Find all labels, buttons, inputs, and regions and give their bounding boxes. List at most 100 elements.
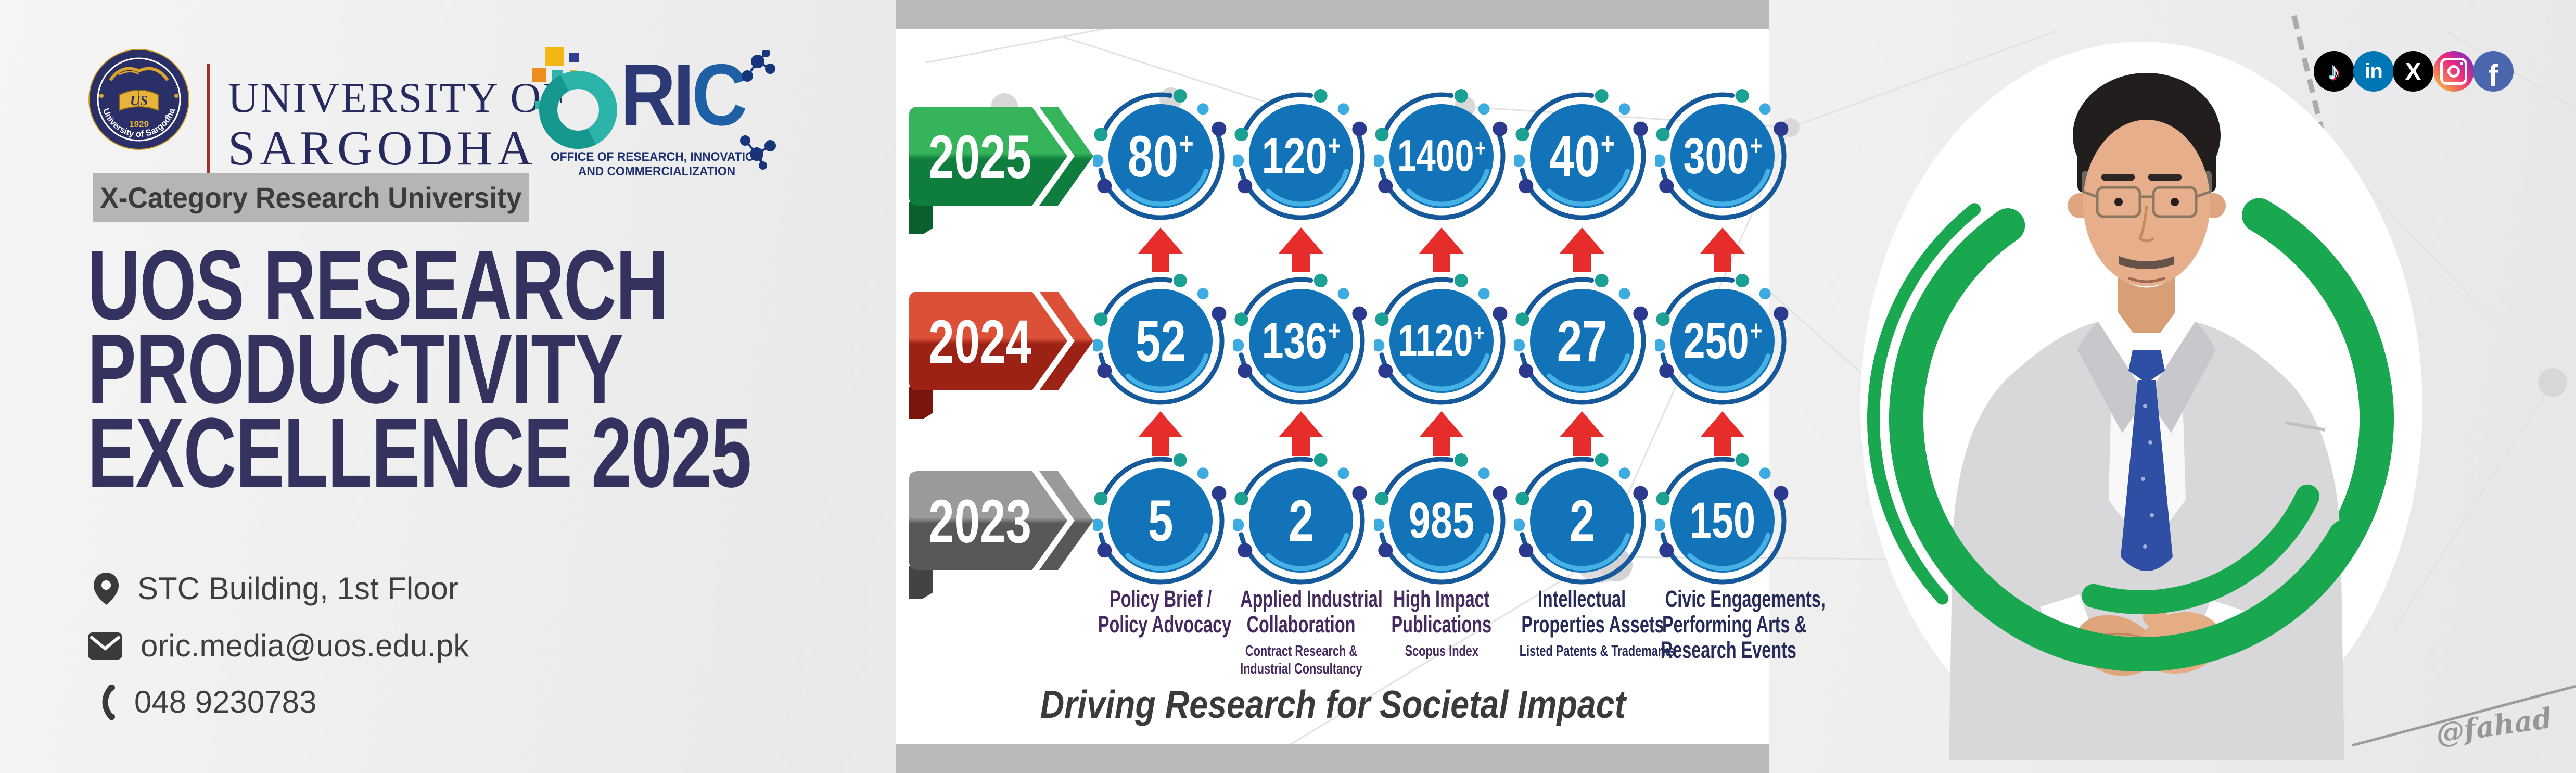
phone-icon bbox=[102, 684, 115, 720]
growth-arrow-up-icon bbox=[1559, 227, 1605, 275]
stat-value: 27 bbox=[1557, 308, 1608, 374]
tiktok-icon[interactable]: ♪ bbox=[2314, 51, 2354, 92]
stat-circle: 1120 + bbox=[1372, 273, 1509, 409]
stat-value: 52 bbox=[1135, 308, 1186, 374]
growth-arrow-up-icon bbox=[1418, 227, 1465, 275]
seal-monogram: US bbox=[130, 93, 148, 108]
oric-logo: RIC OFFICE OF RESEARCH, INNOVATION AND C… bbox=[529, 46, 787, 179]
category-label: Applied Industrial Collaboration Contract … bbox=[1240, 586, 1383, 677]
banner-chevron-icon bbox=[1039, 292, 1093, 390]
pixel-square-icon bbox=[569, 53, 579, 62]
university-name: UNIVERSITY OF SARGODHA bbox=[228, 74, 568, 175]
green-ring-front bbox=[1889, 167, 2394, 671]
stat-value: 985 bbox=[1408, 492, 1475, 549]
pixel-square-icon bbox=[545, 47, 564, 66]
banner-tail bbox=[909, 202, 933, 240]
face bbox=[2083, 120, 2210, 286]
stat-circle: 80 + bbox=[1091, 88, 1228, 224]
stat-circle: 300 + bbox=[1653, 88, 1790, 224]
title-line2: PRODUCTIVITY bbox=[87, 314, 623, 424]
contact-email: oric.media@uos.edu.pk bbox=[141, 628, 469, 663]
stat-value: 40 + bbox=[1549, 123, 1615, 189]
year-label: 2024 bbox=[928, 308, 1031, 376]
growth-arrow-up-icon bbox=[1278, 227, 1324, 275]
pixel-square-icon bbox=[532, 68, 546, 82]
growth-arrow-up-icon bbox=[1137, 411, 1184, 459]
divider-line bbox=[207, 64, 210, 181]
year-label: 2025 bbox=[928, 123, 1031, 192]
envelope-icon bbox=[88, 632, 122, 660]
tagline: Driving Research for Societal Impact bbox=[1040, 682, 1626, 726]
title-line1: UOS RESEARCH bbox=[87, 230, 668, 340]
stat-value: 5 bbox=[1147, 488, 1174, 553]
growth-arrow-up-icon bbox=[1418, 411, 1465, 459]
stat-circle: 5 bbox=[1091, 453, 1228, 588]
category-label: Civic Engagements, Performing Arts & Resea… bbox=[1660, 586, 1826, 663]
stat-value: 1400 + bbox=[1397, 131, 1486, 181]
molecule-icon bbox=[742, 50, 775, 82]
year-banner-2024: 2024 bbox=[903, 263, 1101, 425]
contact-address: STC Building, 1st Floor bbox=[137, 571, 458, 606]
stat-value: 136 + bbox=[1261, 312, 1341, 369]
oric-department-name: OFFICE OF RESEARCH, INNOVATION AND COMME… bbox=[550, 150, 763, 179]
lapel bbox=[2147, 322, 2216, 433]
stat-circle: 2 bbox=[1231, 453, 1369, 588]
banner-body bbox=[909, 292, 1067, 390]
stat-circle: 985 bbox=[1372, 453, 1509, 588]
growth-arrow-up-icon bbox=[1699, 411, 1746, 459]
stat-circle: 150 bbox=[1653, 453, 1790, 588]
contact-email-row: oric.media@uos.edu.pk bbox=[87, 628, 469, 664]
stat-circle: 1400 + bbox=[1372, 88, 1509, 224]
stat-value: 150 bbox=[1689, 492, 1756, 549]
growth-arrow-up-icon bbox=[1699, 227, 1746, 275]
stat-circle: 27 bbox=[1512, 273, 1650, 409]
facebook-icon[interactable]: f bbox=[2473, 51, 2514, 92]
banner-body bbox=[909, 471, 1067, 570]
stat-value: 1120 + bbox=[1398, 316, 1485, 365]
category-label: High Impact Publications Scopus Index bbox=[1391, 586, 1492, 660]
category-label: Intellectual Properties Assets Listed Pate… bbox=[1519, 586, 1675, 660]
tie bbox=[2121, 380, 2173, 571]
x-twitter-icon[interactable]: X bbox=[2393, 51, 2433, 92]
bottom-gray-strip bbox=[896, 744, 1769, 773]
stat-circle: 2 bbox=[1512, 453, 1650, 588]
university-seal-logo: US 1929 University of Sargodha bbox=[88, 49, 189, 150]
growth-arrow-up-icon bbox=[1137, 227, 1184, 275]
stat-circle: 52 bbox=[1091, 273, 1228, 409]
stat-value: 80 + bbox=[1127, 123, 1194, 189]
university-name-line1: UNIVERSITY OF bbox=[228, 74, 568, 121]
banner-chevron-icon bbox=[1039, 107, 1093, 206]
x-category-badge: X-Category Research University bbox=[93, 173, 529, 222]
director-portrait-photo bbox=[1860, 42, 2422, 760]
contact-phone: 048 9230783 bbox=[134, 685, 317, 719]
year-label: 2023 bbox=[928, 487, 1031, 556]
stat-circle: 250 + bbox=[1653, 273, 1790, 409]
banner-tail bbox=[909, 387, 933, 425]
year-banner-2025: 2025 bbox=[903, 78, 1101, 240]
top-gray-strip bbox=[896, 0, 1769, 29]
title-line3: EXCELLENCE 2025 bbox=[87, 398, 751, 508]
growth-arrow-up-icon bbox=[1278, 411, 1324, 459]
stat-value: 250 + bbox=[1682, 312, 1763, 369]
banner-chevron-icon bbox=[1039, 471, 1093, 570]
year-banner-2023: 2023 bbox=[903, 442, 1101, 604]
main-title: UOS RESEARCH PRODUCTIVITY EXCELLENCE 202… bbox=[87, 230, 984, 508]
banner-tail bbox=[909, 566, 933, 604]
stat-value: 300 + bbox=[1682, 128, 1763, 184]
lapel bbox=[2077, 322, 2147, 433]
university-name-line2: SARGODHA bbox=[228, 121, 538, 175]
contact-address-row: STC Building, 1st Floor bbox=[93, 571, 458, 606]
glasses bbox=[2082, 186, 2211, 218]
stat-circle: 136 + bbox=[1231, 273, 1369, 409]
oric-wordmark: RIC bbox=[620, 46, 747, 144]
stat-value: 2 bbox=[1288, 488, 1314, 553]
category-label: Policy Brief / Policy Advocacy bbox=[1098, 586, 1232, 638]
tie bbox=[2128, 350, 2165, 383]
seal-year: 1929 bbox=[129, 119, 149, 129]
instagram-icon[interactable] bbox=[2433, 51, 2474, 92]
location-pin-icon bbox=[94, 572, 119, 605]
linkedin-icon[interactable]: in bbox=[2353, 51, 2394, 92]
banner-body bbox=[909, 107, 1067, 206]
seal-calligraphy bbox=[109, 67, 169, 81]
